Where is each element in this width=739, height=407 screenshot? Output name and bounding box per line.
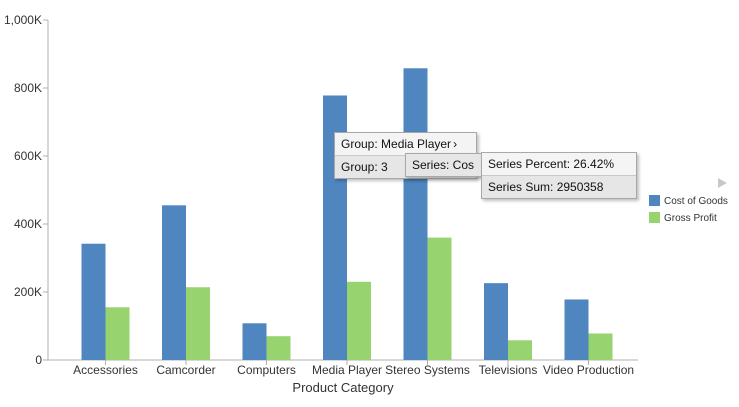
tooltip-group-text: Group: Media Player (341, 137, 452, 151)
bar-cost-of-goods (242, 323, 267, 360)
tooltip-sum-row: Series Sum: 2950358 (482, 175, 636, 198)
y-tick-label: 200K (14, 285, 42, 299)
tooltip-group-row[interactable]: Group: Media Player › (335, 133, 476, 155)
tooltip-detail: Series Percent: 26.42% Series Sum: 29503… (481, 152, 637, 199)
tooltip-series-text: Series: Cos (412, 158, 475, 172)
legend-swatch (649, 195, 660, 206)
bar-gross-profit (266, 336, 291, 360)
bar-gross-profit (186, 287, 210, 360)
bar-cost-of-goods (162, 205, 186, 360)
tooltip-series-sum: Series Sum: 2950358 (488, 180, 604, 194)
x-tick-label: Media Player (312, 363, 382, 377)
chevron-right-icon: › (453, 137, 458, 151)
legend: Cost of Goods Gross Profit (649, 195, 728, 224)
legend-swatch (649, 212, 660, 223)
triangle-right-icon[interactable] (718, 178, 727, 188)
chart-tick-labels: 0 200K 400K 600K 800K 1,000K Accessories Camcor… (4, 13, 634, 377)
chart-bars (81, 68, 613, 360)
bar-gross-profit (347, 281, 371, 360)
y-tick-label: 1,000K (4, 13, 42, 27)
bar-gross-profit (588, 333, 613, 360)
chart-axes (43, 19, 638, 365)
x-tick-label: Video Production (543, 363, 634, 377)
x-tick-label: Camcorder (156, 363, 215, 377)
x-tick-label: Computers (237, 363, 296, 377)
x-tick-label: Accessories (73, 363, 138, 377)
bar-gross-profit (105, 307, 130, 360)
y-tick-label: 600K (14, 149, 42, 163)
x-tick-label: Televisions (479, 363, 538, 377)
legend-label: Cost of Goods (664, 196, 728, 207)
tooltip-series[interactable]: Series: Cos (405, 153, 485, 177)
tooltip-series-row[interactable]: Series: Cos (406, 154, 484, 176)
y-tick-label: 400K (14, 217, 42, 231)
legend-label: Gross Profit (664, 213, 717, 224)
x-tick-label: Stereo Systems (385, 363, 470, 377)
bar-cost-of-goods (564, 299, 589, 360)
y-tick-label: 800K (14, 81, 42, 95)
bar-gross-profit (427, 237, 452, 360)
tooltip-group-index: Group: 3 (341, 160, 388, 174)
tooltip-percent-row: Series Percent: 26.42% (482, 153, 636, 175)
bar-cost-of-goods (484, 283, 508, 360)
y-tick-label: 0 (35, 353, 42, 367)
bar-cost-of-goods (81, 243, 106, 360)
bar-gross-profit (508, 340, 532, 360)
tooltip-series-percent: Series Percent: 26.42% (488, 157, 615, 171)
bar-cost-of-goods (403, 68, 428, 360)
x-axis-title: Product Category (292, 380, 394, 395)
